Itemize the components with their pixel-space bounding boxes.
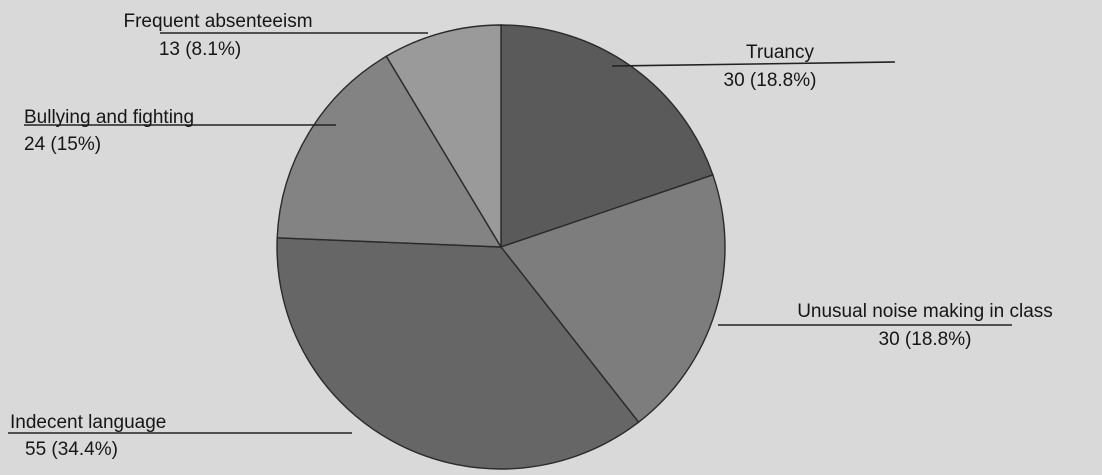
slice-label-indecent-language: Indecent language <box>10 412 166 433</box>
slice-label-truancy: Truancy <box>746 42 814 63</box>
slice-label-unusual-noise: Unusual noise making in class <box>797 301 1053 322</box>
pie-slice-indecent-language <box>276 237 640 470</box>
pie-slice-bullying-fighting <box>276 55 503 248</box>
leader-line-truancy <box>611 61 896 67</box>
slice-value-truancy: 30 (18.8%) <box>724 70 817 91</box>
slice-value-indecent-language: 55 (34.4%) <box>25 439 118 460</box>
slice-label-bullying-fighting: Bullying and fighting <box>24 107 194 128</box>
slice-value-unusual-noise: 30 (18.8%) <box>879 329 972 350</box>
pie-slice-frequent-absenteeism <box>385 24 502 250</box>
slice-value-frequent-absenteeism: 13 (8.1%) <box>159 39 241 60</box>
slice-value-bullying-fighting: 24 (15%) <box>24 134 101 155</box>
slice-label-frequent-absenteeism: Frequent absenteeism <box>123 11 312 32</box>
pie-slice-unusual-noise <box>499 174 726 424</box>
